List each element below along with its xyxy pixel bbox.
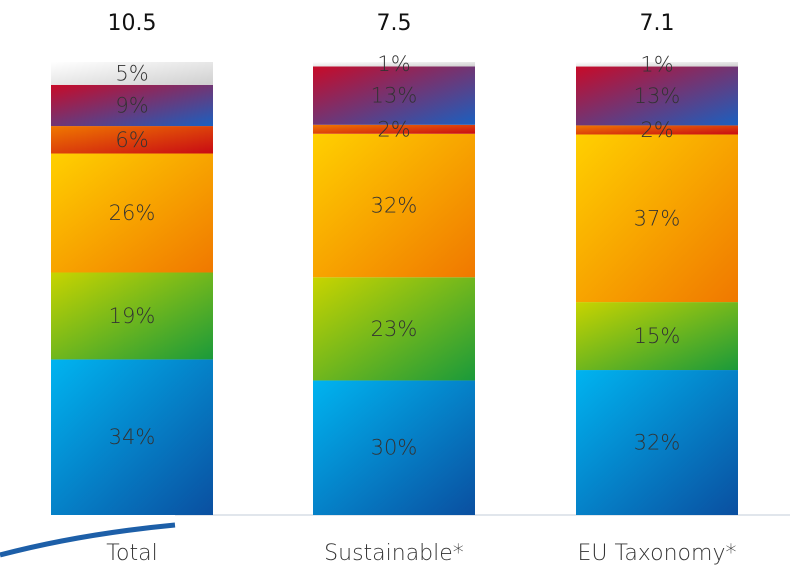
bar-segment — [313, 380, 475, 515]
bar-segment — [576, 66, 738, 126]
segment-value-label: 26% — [109, 201, 156, 225]
category-label: Total — [106, 541, 157, 566]
bar-segment — [313, 277, 475, 381]
bar-segment — [51, 62, 213, 85]
bar-segment — [576, 302, 738, 371]
bar-segment — [51, 126, 213, 154]
bar-segment — [51, 359, 213, 515]
bar-total-label: 10.5 — [108, 11, 157, 36]
segment-value-label: 23% — [371, 317, 418, 341]
segment-value-label: 13% — [371, 84, 418, 108]
segment-value-label: 5% — [115, 61, 148, 85]
bar-segment — [313, 133, 475, 278]
segment-value-label: 32% — [371, 194, 418, 218]
segment-value-label: 13% — [634, 84, 681, 108]
bar-total-label: 7.5 — [377, 11, 412, 36]
bar-segment — [576, 125, 738, 135]
baseline-swoosh-fill — [0, 516, 790, 570]
baseline-swoosh — [0, 522, 176, 558]
bar-segment — [51, 84, 213, 127]
bar-segment — [313, 62, 475, 67]
segment-value-label: 9% — [115, 93, 148, 117]
bar-total-label: 7.1 — [640, 11, 675, 36]
bar-segment — [51, 272, 213, 360]
segment-value-label: 2% — [640, 118, 673, 142]
segment-value-label: 1% — [377, 52, 410, 76]
segment-value-label: 2% — [377, 117, 410, 141]
bar-segment — [576, 134, 738, 303]
segment-value-label: 19% — [109, 304, 156, 328]
segment-value-label: 30% — [371, 436, 418, 460]
segment-value-label: 1% — [640, 52, 673, 76]
bar-segment — [313, 66, 475, 125]
bar-segment — [576, 370, 738, 515]
segment-value-label: 6% — [115, 128, 148, 152]
segment-value-label: 15% — [634, 324, 681, 348]
bar-segment — [576, 62, 738, 67]
category-label: Sustainable* — [324, 541, 464, 566]
bar-segment — [313, 124, 475, 134]
segment-value-label: 37% — [634, 206, 681, 230]
segment-value-label: 32% — [634, 431, 681, 455]
bar-segment — [51, 153, 213, 273]
category-label: EU Taxonomy* — [578, 541, 737, 566]
segment-value-label: 34% — [109, 425, 156, 449]
